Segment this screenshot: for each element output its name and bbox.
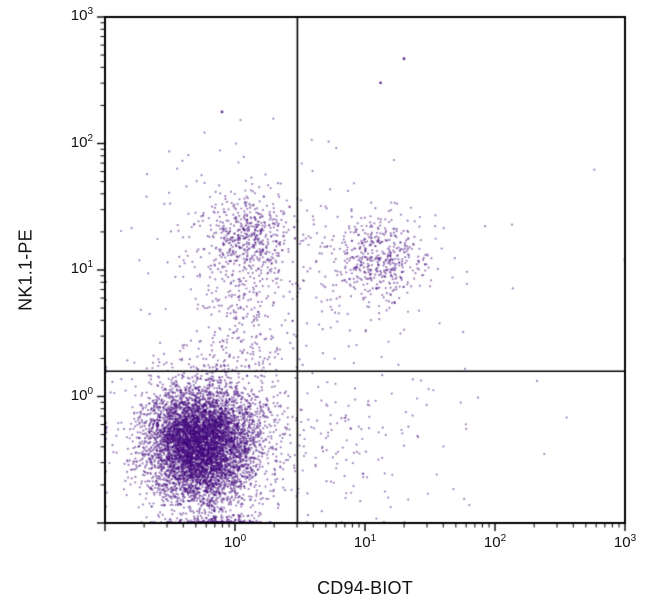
y-tick-label: 100 [70, 385, 93, 404]
y-tick-label: 101 [70, 259, 93, 278]
y-tick-label: 102 [70, 132, 93, 151]
y-axis-label: NK1.1-PE [15, 229, 36, 311]
x-tick-label: 101 [353, 533, 377, 552]
y-tick-label: 103 [70, 6, 93, 25]
x-axis-label: CD94-BIOT [317, 578, 413, 598]
x-tick-label: 102 [483, 533, 507, 552]
x-tick-label: 103 [613, 533, 637, 552]
x-tick-label: 100 [223, 533, 247, 552]
